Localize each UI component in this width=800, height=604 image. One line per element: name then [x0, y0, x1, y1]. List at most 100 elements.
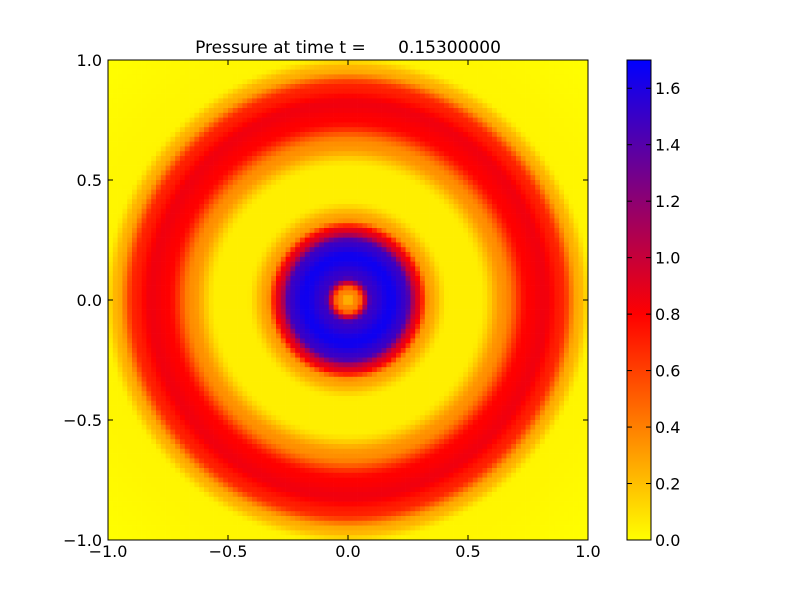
heatmap-cell [112, 117, 118, 123]
heatmap-cell [496, 199, 502, 205]
heatmap-cell [108, 151, 114, 157]
heatmap-cell [520, 237, 526, 243]
heatmap-cell [568, 280, 574, 286]
heatmap-cell [420, 103, 426, 109]
heatmap-cell [127, 189, 133, 195]
heatmap-cell [232, 112, 238, 118]
heatmap-cell [506, 117, 512, 123]
heatmap-cells [108, 60, 589, 541]
heatmap-cell [554, 180, 560, 186]
heatmap-cell [352, 213, 358, 219]
heatmap-cell [338, 247, 344, 253]
heatmap-cell [415, 199, 421, 205]
heatmap-cell [367, 136, 373, 142]
heatmap-cell [444, 103, 450, 109]
heatmap-cell [386, 108, 392, 114]
heatmap-cell [146, 218, 152, 224]
heatmap-cell [184, 252, 190, 258]
heatmap-cell [367, 165, 373, 171]
heatmap-cell [271, 276, 277, 282]
heatmap-cell [525, 117, 531, 123]
heatmap-cell [472, 175, 478, 181]
heatmap-cell [352, 189, 358, 195]
heatmap-cell [453, 256, 459, 262]
heatmap-cell [314, 122, 320, 128]
heatmap-cell [151, 136, 157, 142]
heatmap-cell [453, 122, 459, 128]
heatmap-cell [122, 88, 128, 94]
heatmap-cell [228, 232, 234, 238]
heatmap-cell [108, 194, 114, 200]
heatmap-cell [237, 285, 243, 291]
heatmap-cell [199, 242, 205, 248]
heatmap-cell [194, 146, 200, 152]
heatmap-cell [376, 122, 382, 128]
heatmap-cell [256, 74, 262, 80]
heatmap-cell [415, 103, 421, 109]
heatmap-cell [549, 218, 555, 224]
heatmap-cell [271, 60, 277, 66]
heatmap-cell [261, 156, 267, 162]
heatmap-cell [549, 189, 555, 195]
heatmap-cell [295, 266, 301, 272]
heatmap-cell [396, 204, 402, 210]
heatmap-cell [108, 79, 114, 85]
heatmap-cell [472, 88, 478, 94]
heatmap-cell [112, 256, 118, 262]
heatmap-cell [213, 252, 219, 258]
heatmap-cell [108, 132, 114, 138]
heatmap-cell [122, 146, 128, 152]
heatmap-cell [141, 112, 147, 118]
heatmap-cell [194, 218, 200, 224]
heatmap-cell [276, 295, 282, 301]
heatmap-cell [170, 84, 176, 90]
heatmap-cell [112, 228, 118, 234]
heatmap-cell [477, 136, 483, 142]
heatmap-cell [549, 237, 555, 243]
heatmap-cell [127, 127, 133, 133]
heatmap-cell [492, 290, 498, 296]
heatmap-cell [391, 170, 397, 176]
heatmap-cell [247, 252, 253, 258]
heatmap-cell [468, 223, 474, 229]
heatmap-cell [266, 103, 272, 109]
heatmap-cell [367, 180, 373, 186]
heatmap-cell [122, 117, 128, 123]
heatmap-cell [410, 189, 416, 195]
heatmap-cell [564, 103, 570, 109]
heatmap-cell [343, 165, 349, 171]
heatmap-cell [578, 290, 584, 296]
heatmap-cell [511, 208, 517, 214]
heatmap-cell [314, 184, 320, 190]
heatmap-cell [520, 232, 526, 238]
heatmap-cell [285, 184, 291, 190]
heatmap-cell [319, 290, 325, 296]
heatmap-cell [458, 103, 464, 109]
heatmap-cell [578, 218, 584, 224]
heatmap-cell [487, 170, 493, 176]
heatmap-cell [290, 160, 296, 166]
heatmap-cell [559, 271, 565, 277]
heatmap-cell [156, 213, 162, 219]
heatmap-cell [247, 165, 253, 171]
heatmap-cell [453, 242, 459, 248]
heatmap-cell [482, 223, 488, 229]
heatmap-cell [314, 204, 320, 210]
heatmap-cell [496, 93, 502, 99]
heatmap-cell [156, 252, 162, 258]
heatmap-cell [463, 280, 469, 286]
heatmap-cell [199, 127, 205, 133]
heatmap-cell [372, 228, 378, 234]
heatmap-cell [218, 237, 224, 243]
heatmap-cell [564, 261, 570, 267]
heatmap-cell [348, 204, 354, 210]
heatmap-cell [213, 280, 219, 286]
heatmap-cell [559, 204, 565, 210]
heatmap-cell [304, 74, 310, 80]
heatmap-cell [506, 180, 512, 186]
heatmap-cell [338, 98, 344, 104]
heatmap-cell [151, 69, 157, 75]
heatmap-cell [213, 295, 219, 301]
heatmap-cell [496, 117, 502, 123]
heatmap-cell [165, 122, 171, 128]
